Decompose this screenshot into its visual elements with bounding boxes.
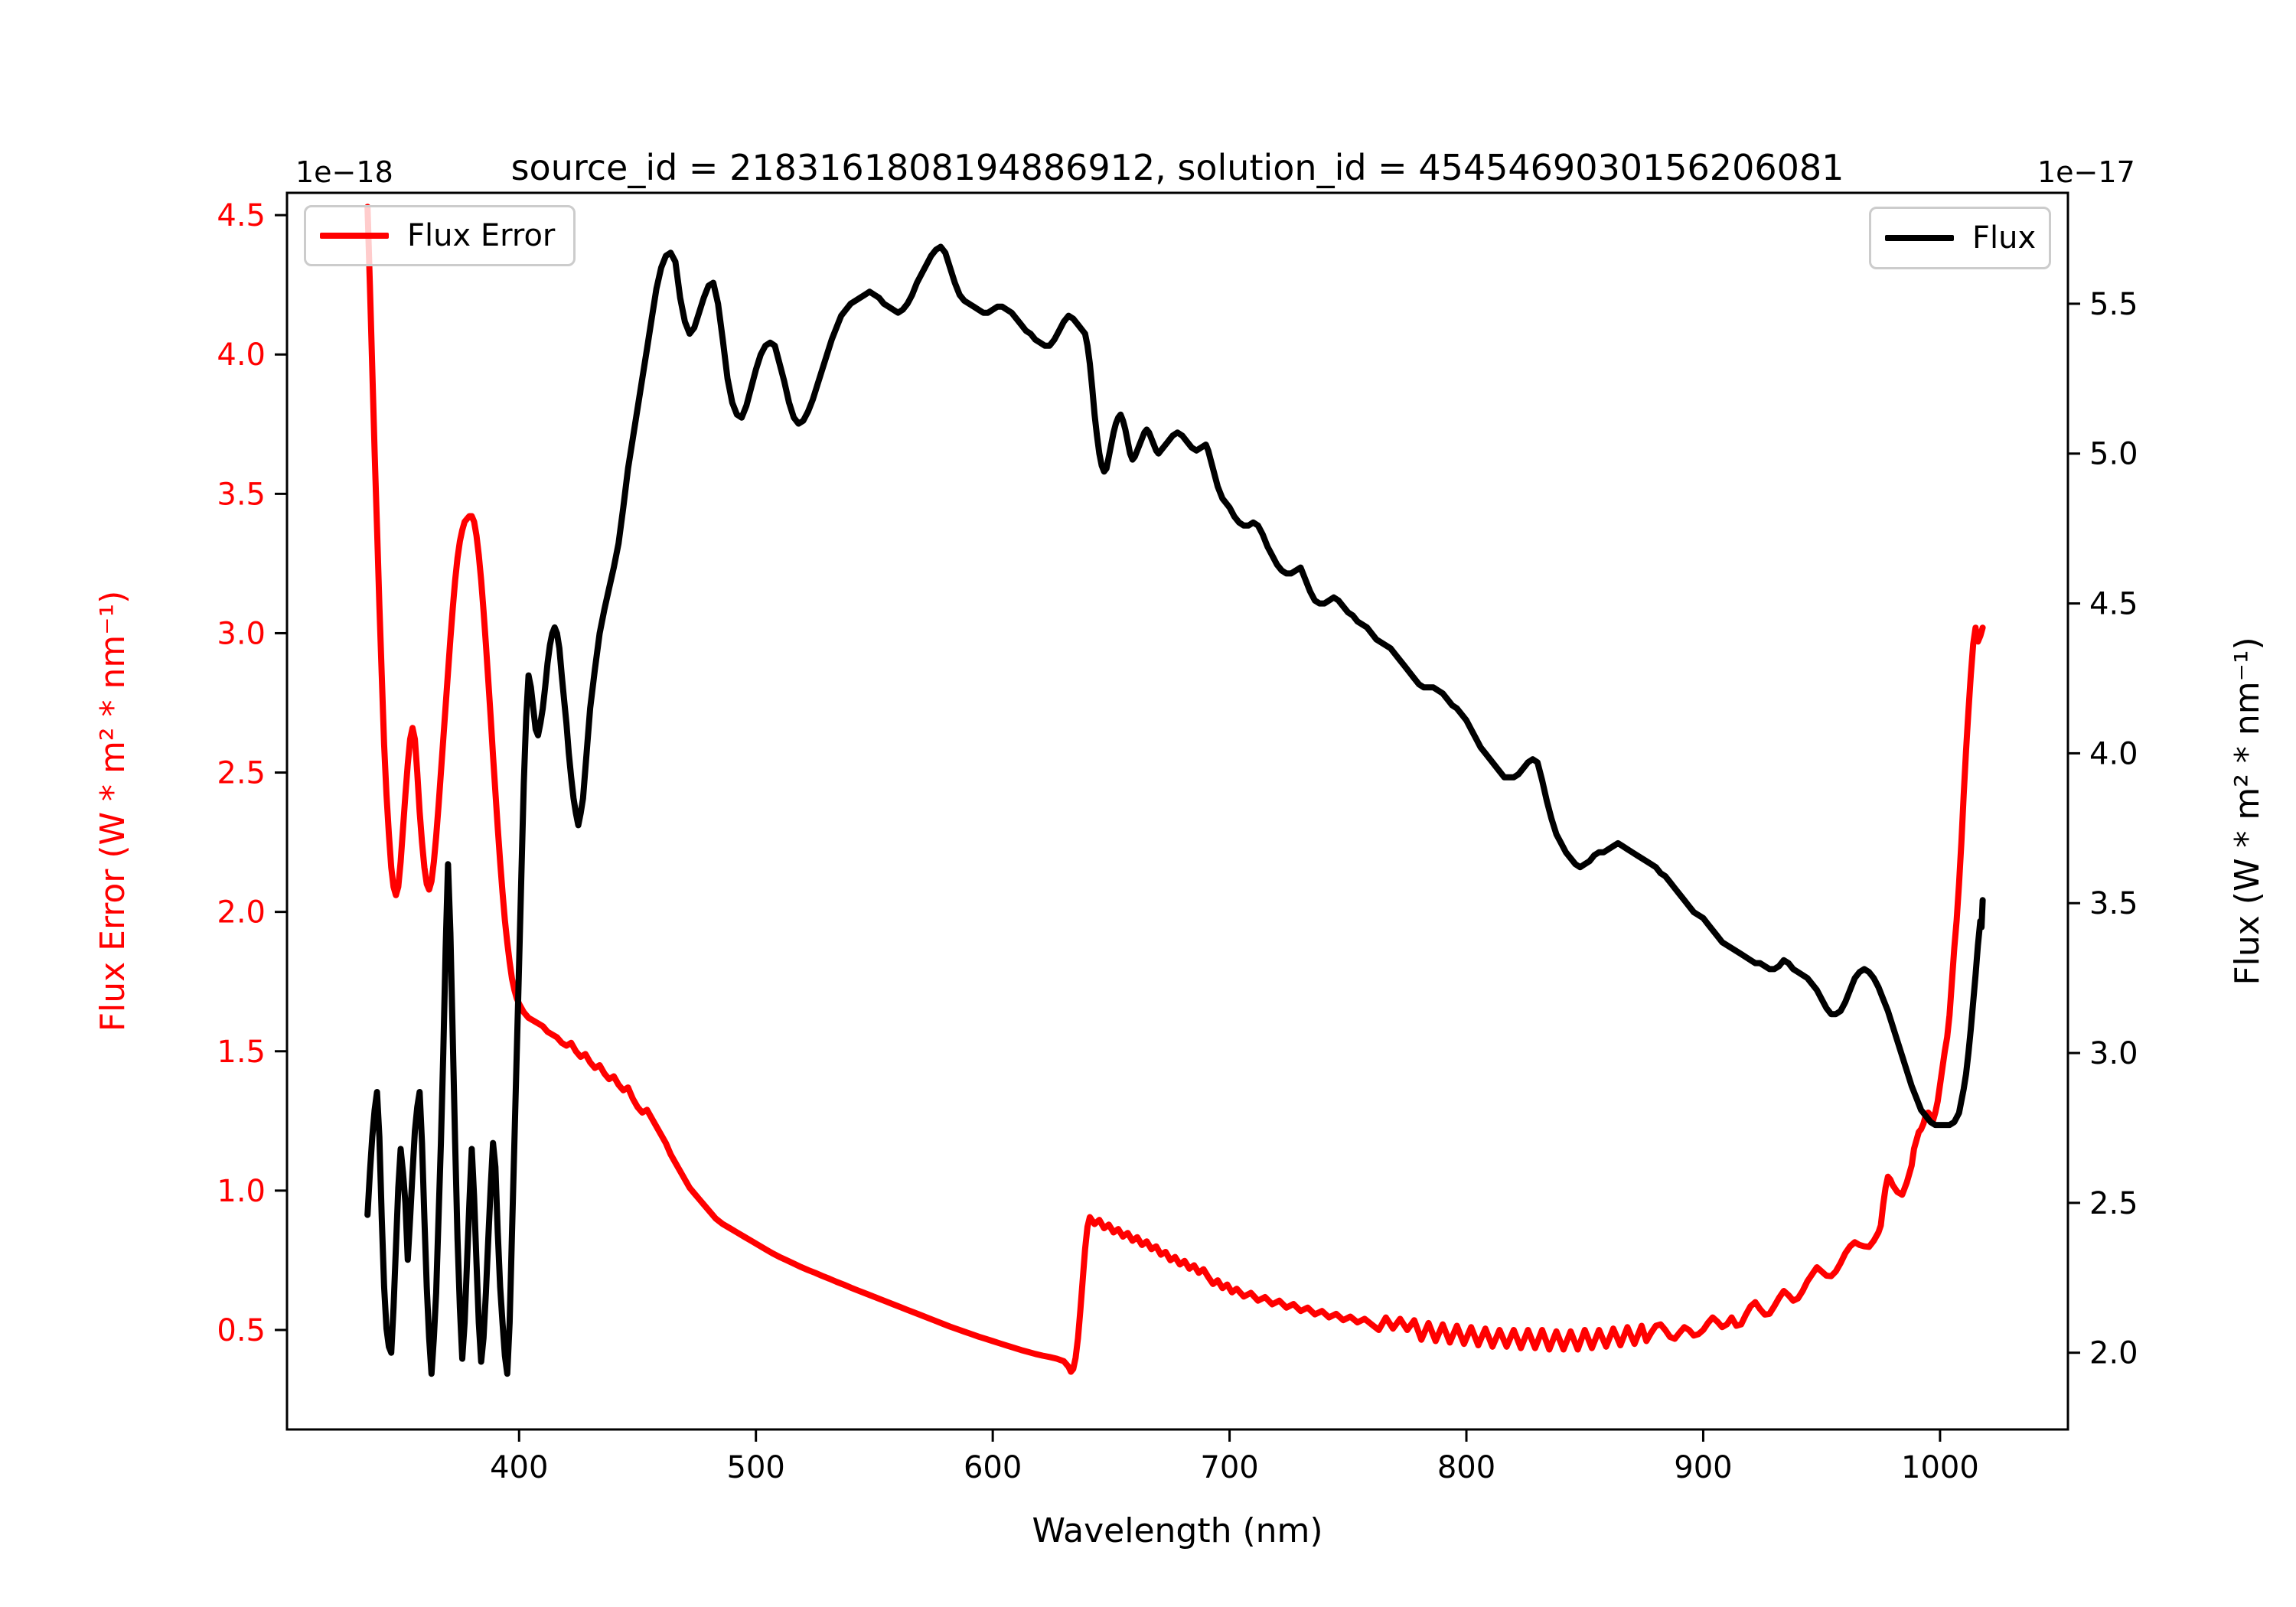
- right-axis-title: Flux (W * m² * nm⁻¹): [2228, 637, 2267, 986]
- x-tick-label-700: 700: [1200, 1450, 1258, 1485]
- right-y-tick-label-2: 2.0: [2089, 1336, 2138, 1371]
- right-y-tick-label-5.5: 5.5: [2089, 287, 2138, 322]
- left-y-tick-label-1.5: 1.5: [217, 1035, 266, 1070]
- left-y-tick-label-2: 2.0: [217, 895, 266, 931]
- flux-line: [364, 243, 1986, 1377]
- x-tick-label-800: 800: [1437, 1450, 1495, 1485]
- left-y-tick-label-0.5: 0.5: [217, 1313, 266, 1348]
- left-axis-offset-label: 1e−18: [295, 155, 393, 189]
- x-tick-label-600: 600: [964, 1450, 1022, 1485]
- flux-error-legend-line: [320, 233, 389, 239]
- right-y-tick-label-4.5: 4.5: [2089, 587, 2138, 622]
- flux-error-line: [364, 204, 1986, 1375]
- x-tick-label-400: 400: [490, 1450, 548, 1485]
- x-tick-label-500: 500: [727, 1450, 785, 1485]
- x-axis-title: Wavelength (nm): [1032, 1511, 1323, 1550]
- right-y-tick-label-4: 4.0: [2089, 736, 2138, 771]
- flux-legend-line: [1885, 235, 1954, 241]
- x-tick-label-1000: 1000: [1901, 1450, 1979, 1485]
- left-y-tick-label-3.5: 3.5: [217, 477, 266, 512]
- axes-frame: [285, 191, 2069, 1431]
- left-y-tick-label-3: 3.0: [217, 616, 266, 651]
- left-y-tick-label-4: 4.0: [217, 337, 266, 373]
- right-y-tick-label-5: 5.0: [2089, 437, 2138, 472]
- legend-flux: Flux: [1869, 207, 2051, 269]
- left-y-tick-label-4.5: 4.5: [217, 198, 266, 233]
- left-axis-title: Flux Error (W * m² * nm⁻¹): [93, 590, 132, 1032]
- legend-flux-error: Flux Error: [304, 205, 576, 266]
- left-y-tick-label-1: 1.0: [217, 1174, 266, 1209]
- right-y-tick-label-3: 3.0: [2089, 1036, 2138, 1071]
- flux-legend-label: Flux: [1972, 220, 2037, 256]
- right-y-tick-label-3.5: 3.5: [2089, 886, 2138, 921]
- left-y-tick-label-2.5: 2.5: [217, 756, 266, 791]
- plot-title: source_id = 2183161808194886912, solutio…: [510, 147, 1844, 188]
- x-tick-label-900: 900: [1674, 1450, 1732, 1485]
- flux-error-legend-label: Flux Error: [407, 218, 556, 253]
- right-axis-offset-label: 1e−17: [2037, 155, 2135, 189]
- right-y-tick-label-2.5: 2.5: [2089, 1186, 2138, 1221]
